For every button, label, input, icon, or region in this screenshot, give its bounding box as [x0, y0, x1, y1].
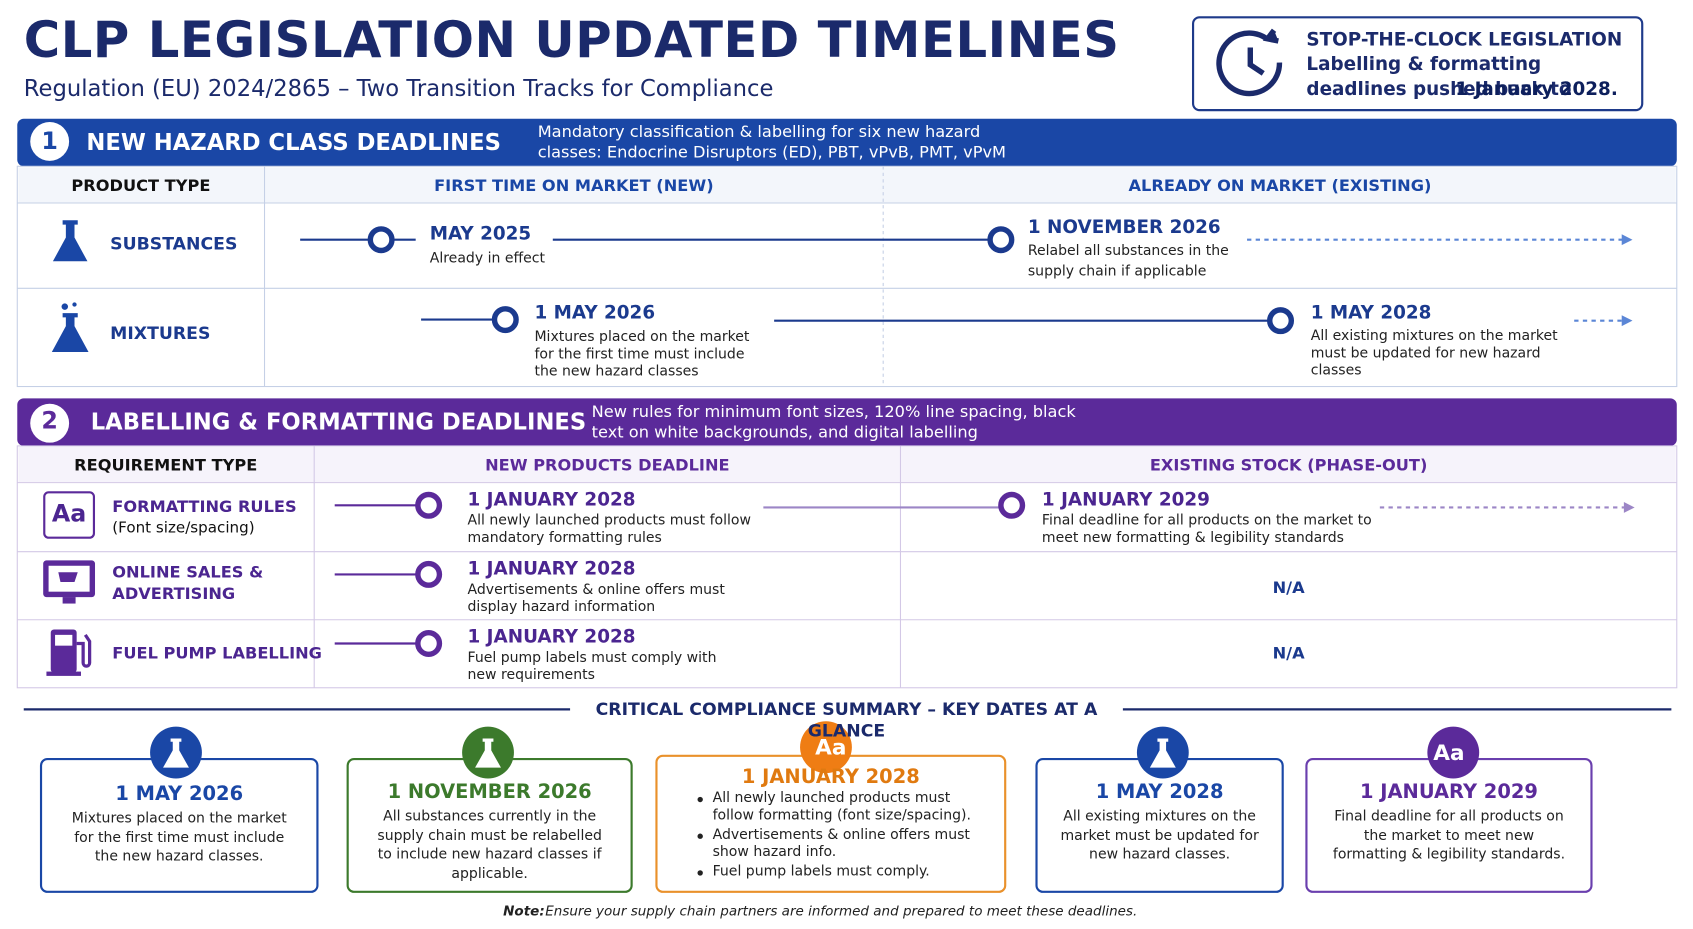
- column-header: PRODUCT TYPE: [71, 175, 211, 196]
- milestone-text: All existing mixtures on the market must…: [1310, 328, 1558, 379]
- column-header: FIRST TIME ON MARKET (NEW): [434, 175, 714, 196]
- card-icon: [462, 726, 514, 779]
- milestone: [367, 226, 1295, 335]
- row-label: SUBSTANCES: [110, 233, 238, 254]
- card-icon: [1136, 726, 1189, 779]
- milestone-text: All newly launched products must follow …: [467, 512, 751, 547]
- flask-icon: [51, 302, 89, 352]
- section-number: 1: [41, 128, 58, 156]
- note-label: Note:: [503, 902, 545, 919]
- milestone-text: Mixtures placed on the market for the fi…: [534, 329, 750, 381]
- section-number: 2: [41, 408, 58, 436]
- card-date: 1 NOVEMBER 2026: [387, 780, 592, 804]
- card-date: 1 JANUARY 2029: [1360, 780, 1538, 804]
- icon-text: Aa: [51, 500, 87, 528]
- na-text: N/A: [1272, 643, 1305, 663]
- card-icon: [150, 726, 202, 779]
- arrow-head: [1621, 234, 1633, 327]
- milestone-text: Fuel pump labels must comply with new re…: [467, 649, 717, 684]
- subtitle: Regulation (EU) 2024/2865 – Two Transiti…: [23, 75, 774, 102]
- section-description: Mandatory classification & labelling for…: [537, 122, 1007, 162]
- section-bar: [17, 118, 1677, 167]
- section-description: New rules for minimum font sizes, 120% l…: [591, 401, 1076, 442]
- card-date: 1 JANUARY 2028: [741, 765, 920, 789]
- milestone-date: 1 MAY 2026: [534, 302, 656, 324]
- clock-icon: [1216, 28, 1283, 97]
- title: CLP LEGISLATION UPDATED TIMELINES: [23, 10, 1120, 70]
- table-lines: [17, 166, 1677, 387]
- summary-title: CRITICAL COMPLIANCE SUMMARY – KEY DATES …: [595, 698, 1098, 741]
- milestone-date: 1 JANUARY 2028: [467, 558, 636, 580]
- na-text: N/A: [1272, 577, 1305, 598]
- icon-text: Aa: [1433, 739, 1465, 766]
- row-label: ONLINE SALES & ADVERTISING: [112, 562, 264, 604]
- row-label: FORMATTING RULES: [112, 496, 297, 517]
- bullet-dot: [697, 796, 703, 803]
- card-bullet: All newly launched products must follow …: [712, 790, 971, 824]
- card-text: Final deadline for all products on the m…: [1332, 808, 1566, 863]
- section-title: LABELLING & FORMATTING DEADLINES: [90, 409, 587, 436]
- card-icon: [1427, 726, 1480, 779]
- timeline: [334, 504, 1625, 645]
- card-text: All existing mixtures on the market must…: [1060, 808, 1259, 863]
- milestone-text: Final deadline for all products on the m…: [1041, 512, 1372, 547]
- card-date: 1 MAY 2028: [1095, 780, 1224, 804]
- flask-icon: [52, 220, 88, 262]
- card-bullet: Advertisements & online offers must show…: [712, 827, 970, 861]
- card-bullet: Fuel pump labels must comply.: [712, 863, 930, 880]
- notice-title: STOP-THE-CLOCK LEGISLATION: [1306, 29, 1623, 51]
- number-badge: [30, 403, 70, 443]
- milestone-date: 1 JANUARY 2028: [467, 489, 636, 511]
- arrow-head: [1623, 502, 1635, 513]
- number-badge: [30, 122, 70, 161]
- table-lines: [17, 445, 1677, 688]
- notice-text: Labelling & formatting deadlines pushed …: [1306, 53, 1572, 101]
- bullet-dot: [697, 870, 703, 876]
- row-sublabel: (Font size/spacing): [112, 519, 255, 537]
- card-date: 1 MAY 2026: [115, 782, 244, 806]
- milestone-text: Already in effect: [429, 250, 546, 267]
- column-header: REQUIREMENT TYPE: [74, 455, 258, 476]
- icon-text: Aa: [815, 734, 847, 761]
- table-header: [18, 446, 1676, 483]
- milestone-date: MAY 2025: [429, 223, 532, 246]
- section-title: NEW HAZARD CLASS DEADLINES: [86, 129, 501, 156]
- milestone-date: 1 NOVEMBER 2026: [1027, 217, 1221, 239]
- card-text: Mixtures placed on the market for the fi…: [71, 810, 287, 865]
- timeline: [300, 238, 1625, 322]
- milestone-date: 1 JANUARY 2028: [467, 626, 636, 648]
- monitor-icon: [43, 560, 96, 604]
- notice-date: 1 January 2028.: [1455, 78, 1618, 101]
- milestone-text: Advertisements & online offers must disp…: [467, 581, 725, 616]
- row-label: MIXTURES: [110, 322, 211, 344]
- fuel-pump-icon: [46, 629, 92, 676]
- column-header: NEW PRODUCTS DEADLINE: [485, 455, 730, 476]
- card-icon: [800, 721, 852, 774]
- milestone-date: 1 MAY 2028: [1310, 302, 1432, 324]
- table-frame: [16, 445, 1678, 689]
- milestone: [415, 491, 1026, 657]
- bullet-dot: [697, 833, 703, 839]
- column-header: EXISTING STOCK (PHASE-OUT): [1149, 455, 1428, 476]
- table-header: [18, 167, 1676, 203]
- column-header: ALREADY ON MARKET (EXISTING): [1128, 175, 1432, 196]
- note-text: Ensure your supply chain partners are in…: [545, 902, 1138, 919]
- card-text: All substances currently in the supply c…: [377, 808, 602, 882]
- section-bar: [17, 398, 1677, 446]
- milestone-date: 1 JANUARY 2029: [1041, 489, 1210, 511]
- text-icon: [43, 491, 96, 539]
- row-label: FUEL PUMP LABELLING: [112, 643, 322, 663]
- notice-box: [1191, 16, 1644, 112]
- milestone-text: Relabel all substances in the supply cha…: [1027, 242, 1229, 280]
